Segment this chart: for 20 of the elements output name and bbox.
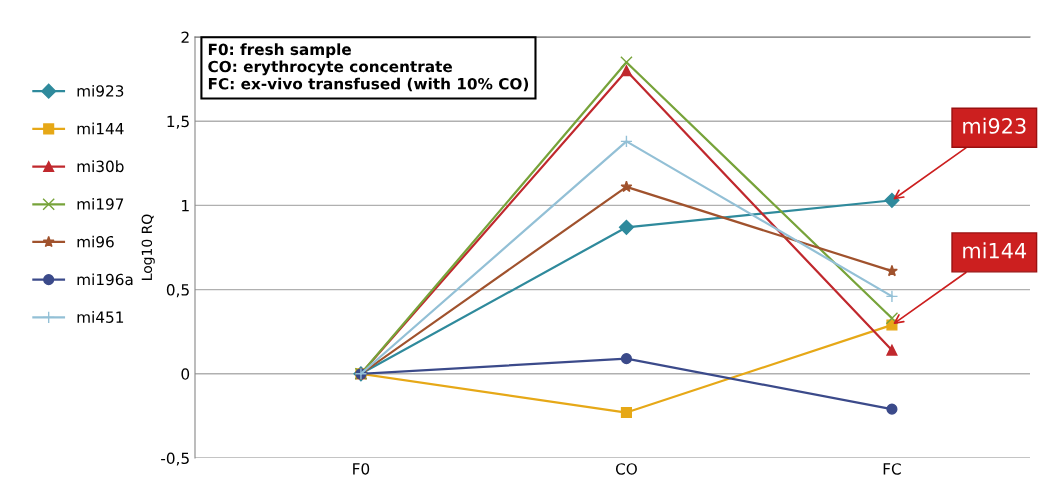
y-tick-label: 2 [181, 31, 189, 43]
x-tick-label: FC [883, 463, 901, 475]
legend-label: mi451 [77, 311, 124, 323]
legend-label: mi96 [77, 235, 114, 248]
x-tick-label: CO [615, 463, 637, 475]
legend-label: mi144 [77, 122, 124, 135]
y-tick-label: 1 [182, 200, 189, 212]
y-axis-title: Log10 RQ [141, 214, 155, 280]
annotation: mi144 [963, 242, 1027, 259]
legend-label: mi196a [77, 273, 133, 286]
y-tick-label: 0 [181, 368, 190, 380]
y-tick-label: -0,5 [161, 452, 189, 466]
y-tick-label: 1,5 [167, 115, 189, 129]
annotation: F0: fresh sample CO: erythrocyte concentrate FC: ex-vivo transfused (with 10% CO) [208, 43, 529, 92]
legend-label: mi923 [77, 84, 124, 97]
x-tick-label: F0 [353, 463, 370, 475]
y-tick-label: 0,5 [166, 284, 189, 298]
legend-label: mi30b [77, 160, 124, 173]
annotation: mi923 [963, 117, 1026, 134]
legend-label: mi197 [77, 198, 124, 210]
